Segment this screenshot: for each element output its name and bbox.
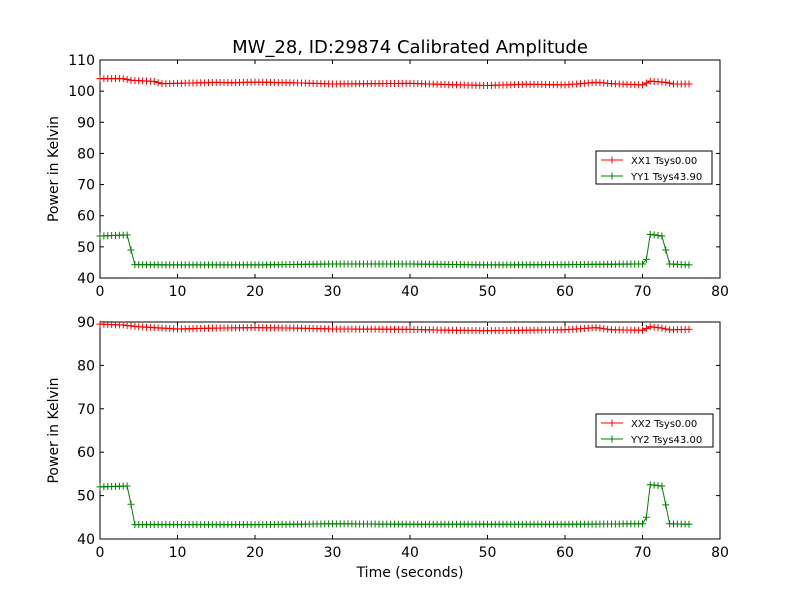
x-tick-label: 0 [96,545,105,561]
x-tick-label: 10 [169,284,187,300]
x-tick-label: 40 [401,284,419,300]
x-tick-label: 70 [634,284,652,300]
y-tick-label: 70 [77,178,95,194]
legend-label: YY2 Tsys43.00 [630,435,702,446]
data-point-marker [662,78,670,86]
x-tick-label: 0 [96,284,105,300]
data-point-marker [685,520,693,528]
y-tick-label: 40 [77,532,95,548]
y-tick-label: 90 [77,315,95,331]
legend-label: XX1 Tsys0.00 [631,156,697,167]
data-point-marker [642,325,650,333]
x-tick-label: 20 [246,284,264,300]
data-point-marker [650,231,658,239]
data-point-marker [642,255,650,263]
legend-marker [608,435,616,443]
x-tick-label: 30 [324,284,342,300]
y-tick-label: 90 [77,115,95,131]
data-point-marker [639,260,646,268]
legend-marker [608,419,616,427]
top-subplot: 0 10 20 30 40 50 60 70 80 40 50 60 70 80 90 100 110 Power… [46,53,729,300]
data-point-marker [685,80,693,88]
data-point-marker [666,79,674,87]
x-tick-label: 10 [169,545,187,561]
data-point-marker [658,232,666,240]
series-line-yy [99,484,690,526]
x-tick-label: 80 [711,545,729,561]
data-point-marker [658,324,666,332]
data-point-marker [123,75,131,83]
y-tick-label: 50 [77,240,95,256]
data-point-marker [127,500,135,508]
data-point-marker [123,231,131,239]
y-tick-label: 100 [68,84,95,100]
y-tick-label: 80 [77,146,95,162]
data-point-marker [662,501,670,509]
data-point-marker [604,325,612,333]
chart-title: MW_28, ID:29874 Calibrated Amplitude [232,37,588,58]
legend-marker [608,172,616,180]
y-axis-label: Power in Kelvin [46,377,62,483]
data-point-marker [685,325,693,333]
data-point-marker [592,324,600,332]
data-point-marker [639,81,646,89]
x-tick-label: 50 [479,545,497,561]
series-line-yy [99,233,690,266]
y-tick-label: 50 [77,489,95,505]
data-point-marker [685,261,693,269]
y-axis-label: Power in Kelvin [46,116,62,222]
x-tick-label: 30 [324,545,342,561]
data-point-marker [596,324,604,332]
legend-box [595,150,713,185]
y-tick-label: 60 [77,445,95,461]
data-point-marker [154,79,162,87]
data-point-marker [119,75,127,83]
legend-marker [608,156,616,164]
y-tick-label: 80 [77,358,95,374]
data-point-marker [600,325,608,333]
x-tick-label: 40 [401,545,419,561]
data-point-marker [654,231,662,239]
x-axis-label: Time (seconds) [356,565,464,581]
x-tick-label: 80 [711,284,729,300]
data-point-marker [150,77,158,85]
x-tick-label: 60 [556,284,574,300]
y-tick-label: 70 [77,402,95,418]
data-point-marker [662,246,670,254]
y-tick-label: 110 [68,53,95,69]
y-tick-label: 40 [77,271,95,287]
data-point-marker [658,482,666,490]
data-point-marker [642,513,650,521]
data-point-marker [662,325,670,333]
bottom-subplot: 0 10 20 30 40 50 60 70 80 40 50 60 70 80 90 Power in Ke… [46,315,729,581]
data-point-marker [646,230,654,238]
x-tick-label: 70 [634,545,652,561]
legend-box [595,413,714,448]
data-point-marker [642,79,650,87]
legend-label: YY1 Tsys43.90 [630,172,702,183]
legend-label: XX2 Tsys0.00 [631,419,697,430]
data-point-marker [639,326,646,334]
x-tick-label: 60 [556,545,574,561]
data-point-marker [127,246,135,254]
data-point-marker [123,482,131,490]
y-tick-label: 60 [77,209,95,225]
data-point-marker [639,520,646,528]
x-tick-label: 20 [246,545,264,561]
x-tick-label: 50 [479,284,497,300]
